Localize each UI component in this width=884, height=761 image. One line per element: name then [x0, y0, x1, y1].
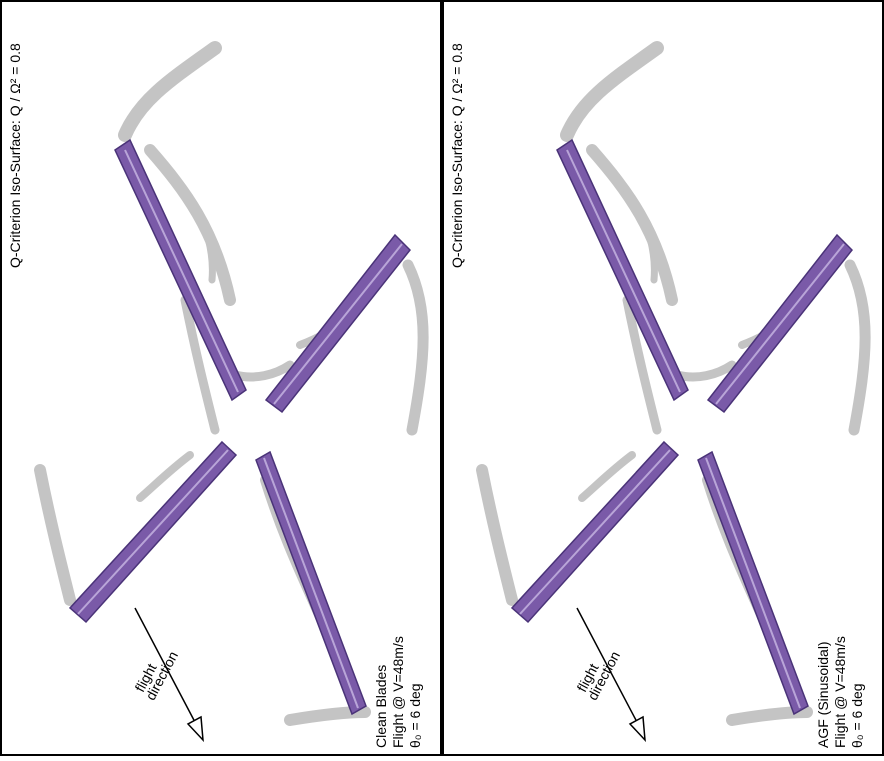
caption-line: Flight @ V=48m/s [390, 636, 406, 748]
panel: Q-Criterion Iso-Surface: Q / Ω² = 0.8fli… [442, 0, 884, 756]
rotor-visualization [40, 48, 423, 740]
caption-line: Flight @ V=48m/s [832, 636, 848, 748]
rotor-visualization [482, 48, 865, 740]
panel-border [442, 0, 884, 756]
panel: Q-Criterion Iso-Surface: Q / Ω² = 0.8fli… [0, 0, 442, 756]
caption-line: Clean Blades [373, 665, 389, 748]
caption-line: θ₀ = 6 deg [849, 683, 865, 748]
panel-title: Q-Criterion Iso-Surface: Q / Ω² = 0.8 [7, 43, 23, 268]
caption-line: θ₀ = 6 deg [407, 683, 423, 748]
caption-line: AGF (Sinusoidal) [815, 641, 831, 748]
panel-title: Q-Criterion Iso-Surface: Q / Ω² = 0.8 [449, 43, 465, 268]
panel-border [0, 0, 442, 756]
